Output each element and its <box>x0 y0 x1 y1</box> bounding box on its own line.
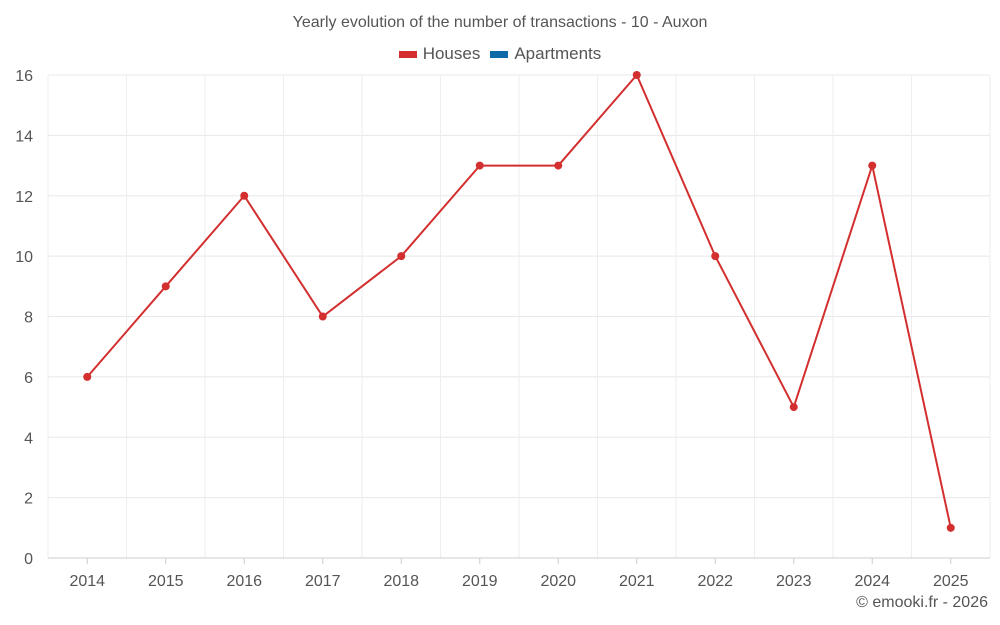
data-point <box>789 403 798 412</box>
y-tick-label: 12 <box>15 189 33 206</box>
x-tick-label: 2017 <box>305 573 341 590</box>
legend-swatch-apartments <box>490 50 509 58</box>
x-tick-label: 2014 <box>69 573 105 590</box>
data-point <box>946 523 955 532</box>
data-point <box>161 282 170 291</box>
x-tick-label: 2022 <box>697 573 733 590</box>
x-tick-label: 2025 <box>933 573 969 590</box>
series-line-houses <box>86 73 952 529</box>
legend: Houses Apartments <box>0 44 1000 64</box>
x-tick-label: 2016 <box>226 573 262 590</box>
y-tick-label: 16 <box>15 68 33 85</box>
x-tick-label: 2019 <box>462 573 498 590</box>
legend-item-apartments[interactable]: Apartments <box>490 44 601 64</box>
legend-label-apartments: Apartments <box>514 44 602 63</box>
x-tick-label: 2018 <box>383 573 419 590</box>
x-tick-label: 2015 <box>148 573 184 590</box>
data-point <box>711 252 720 261</box>
chart-title: Yearly evolution of the number of transa… <box>292 14 708 31</box>
data-point <box>554 161 563 170</box>
data-point <box>397 252 406 261</box>
y-tick-label: 10 <box>15 249 33 266</box>
data-point <box>83 372 92 381</box>
data-point <box>868 161 877 170</box>
y-tick-label: 8 <box>24 310 33 327</box>
data-point <box>318 312 327 321</box>
data-point <box>240 191 249 200</box>
legend-item-houses[interactable]: Houses <box>398 44 481 64</box>
y-tick-label: 14 <box>15 128 33 145</box>
x-tick-label: 2021 <box>619 573 655 590</box>
x-tick-label: 2020 <box>540 573 576 590</box>
y-tick-label: 4 <box>24 430 33 447</box>
data-point <box>632 71 641 79</box>
credit-text: © emooki.fr - 2026 <box>856 594 988 611</box>
x-tick-label: 2024 <box>854 573 890 590</box>
legend-swatch-houses <box>398 50 417 58</box>
y-tick-label: 6 <box>24 370 33 387</box>
data-point <box>475 161 484 170</box>
y-tick-label: 2 <box>24 491 33 508</box>
legend-label-houses: Houses <box>422 44 481 63</box>
x-tick-label: 2023 <box>776 573 812 590</box>
y-tick-label: 0 <box>24 551 33 568</box>
